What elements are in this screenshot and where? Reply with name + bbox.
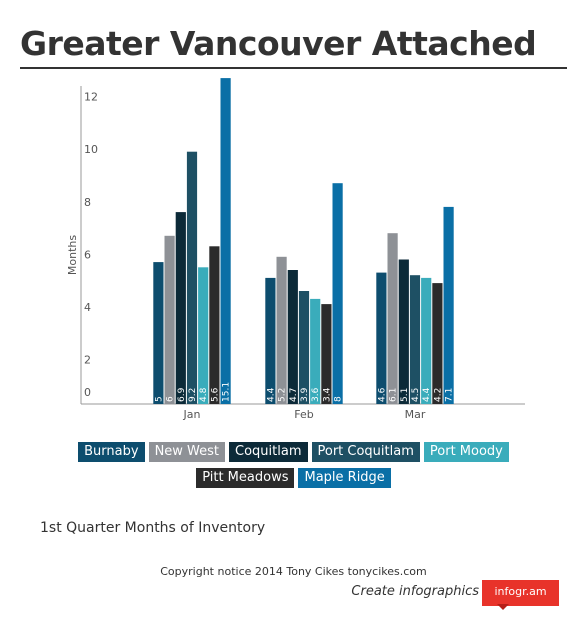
bar [432,283,443,404]
bar-value-label: 4.7 [289,388,299,402]
create-infographics-link[interactable]: Create infographics [351,584,479,599]
infogram-badge[interactable]: infogr.am [482,580,559,606]
bar [287,270,298,404]
y-tick-label: 4 [84,301,91,314]
y-tick-label: 2 [84,353,91,366]
bar [265,277,276,404]
y-tick-label: 8 [84,196,91,209]
infogram-badge-tail [497,604,509,610]
y-tick-label: 0 [84,386,91,399]
bar-value-label: 5 [154,396,164,402]
chart-labels: 5 6 6.9 9.2 4.8 5.6 15.1 4.4 5.2 4.7 3.9 3.6 3.4 8 4.6… [154,382,454,402]
bar [310,298,321,404]
bar [175,212,186,404]
bar [164,235,175,404]
bar-value-label: 5.6 [210,387,220,402]
legend-item[interactable]: Port Moody [423,442,509,462]
x-tick-label: Jan [183,408,201,421]
legend-item[interactable]: Maple Ridge [298,468,391,488]
bar-value-label: 3.6 [311,387,321,402]
bar-value-label: 4.6 [377,387,387,402]
bar-value-label: 3.4 [322,387,332,402]
bar [198,267,209,404]
bar [298,291,310,404]
chart-bars [153,78,454,404]
bar-value-label: 3.9 [300,387,310,402]
bar [332,183,343,404]
bar-value-label: 4.4 [422,387,432,402]
legend-item[interactable]: Port Coquitlam [311,442,420,462]
y-tick-label: 12 [84,91,98,104]
chart-legend: Burnaby New West Coquitlam Port Coquitlam Po… [20,442,567,488]
bar-value-label: 5.1 [400,388,410,402]
bar-value-label: 6.9 [177,387,187,402]
bar-value-label: 7.1 [445,388,455,402]
copyright-notice: Copyright notice 2014 Tony Cikes tonycik… [160,565,427,578]
bar [387,233,398,404]
bar [321,304,332,404]
bar-value-label: 9.2 [188,388,198,402]
bar-value-label: 8 [334,396,344,402]
y-axis-label: Months [66,235,79,275]
legend-item[interactable]: Pitt Meadows [196,468,295,488]
bar-value-label: 15.1 [222,382,232,402]
bar [220,78,231,404]
bar [153,262,164,404]
bar [409,275,421,404]
bar-value-label: 4.5 [411,388,421,402]
bar-value-label: 4.4 [266,387,276,402]
y-tick-label: 6 [84,248,91,261]
chart-subtitle: 1st Quarter Months of Inventory [40,520,266,536]
legend-item[interactable]: New West [148,442,226,462]
bar [376,272,387,404]
x-tick-label: Mar [405,408,426,421]
legend-item[interactable]: Coquitlam [229,442,308,462]
y-tick-label: 10 [84,143,98,156]
title-divider [20,67,567,69]
bar-value-label: 6.1 [389,388,399,402]
bar [276,256,287,404]
bar [186,151,198,404]
bar [398,259,409,404]
bar-value-label: 5.2 [278,388,288,402]
bar-value-label: 6 [166,396,176,402]
bar [421,277,432,404]
bar [209,246,220,404]
x-tick-label: Feb [294,408,313,421]
page-title: Greater Vancouver Attached [20,24,537,63]
bar-value-label: 4.2 [433,388,443,402]
bar-value-label: 4.8 [199,387,209,402]
bar [443,206,454,404]
legend-item[interactable]: Burnaby [78,442,145,462]
